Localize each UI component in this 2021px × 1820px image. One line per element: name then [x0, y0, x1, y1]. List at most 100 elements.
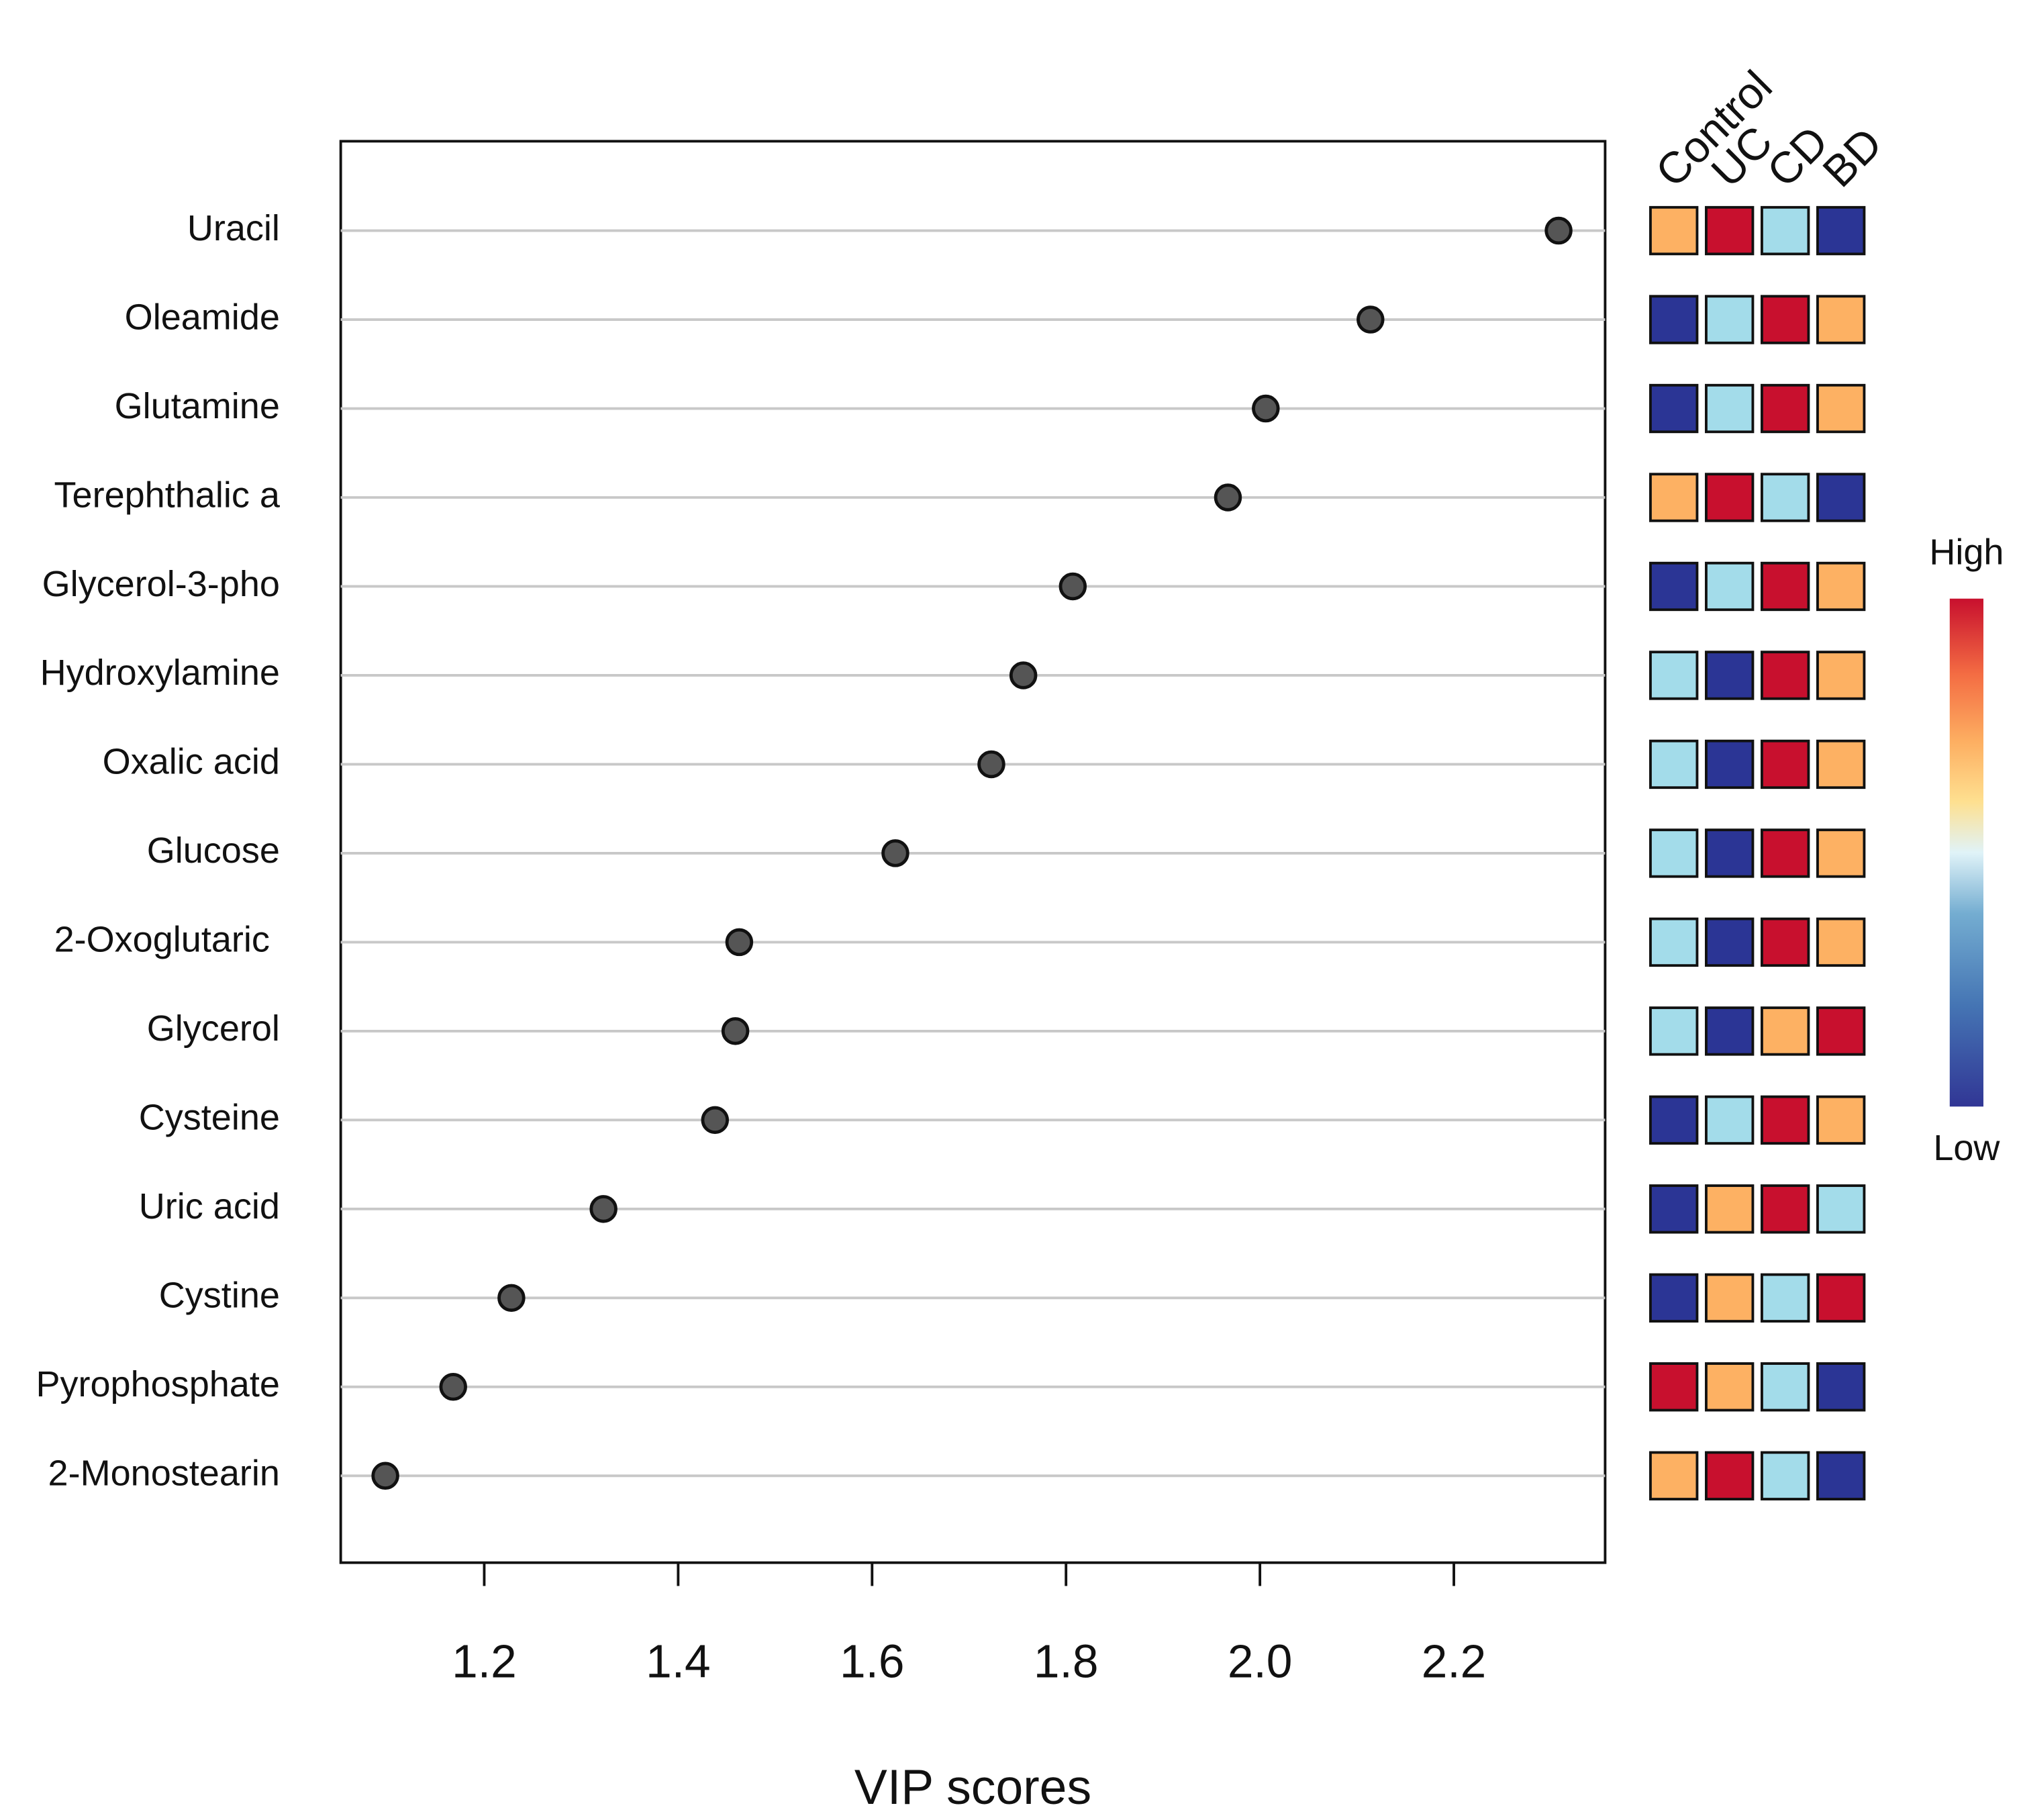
dot — [977, 750, 1005, 779]
heatmap-cell — [1761, 1273, 1810, 1323]
heatmap-cell — [1761, 917, 1810, 967]
y-tick-label: Oleamide — [125, 297, 280, 337]
heatmap-cell — [1705, 1184, 1755, 1234]
heatmap-cell — [1649, 651, 1699, 700]
heatmap-cell — [1761, 828, 1810, 878]
heatmap-cell — [1816, 1273, 1866, 1323]
heatmap-cell — [1816, 1362, 1866, 1412]
y-tick-label: 2-Monostearin — [48, 1453, 280, 1494]
heatmap-cell — [1705, 383, 1755, 434]
x-tick-label: 2.0 — [1228, 1635, 1293, 1688]
heatmap-cell — [1816, 205, 1866, 256]
heatmap-cell — [1816, 561, 1866, 612]
heatmap-cell — [1816, 1451, 1866, 1500]
heatmap-cell — [1705, 205, 1755, 256]
heatmap-cell — [1761, 561, 1810, 612]
x-axis-label: VIP scores — [854, 1760, 1091, 1815]
heatmap-cell — [1816, 473, 1866, 522]
heatmap-cell — [1649, 739, 1699, 789]
column-label: BD — [1814, 118, 1891, 196]
y-tick-label: Glycerol — [147, 1008, 280, 1049]
heatmap-cell — [1816, 917, 1866, 967]
heatmap-cell — [1705, 917, 1755, 967]
dot — [1252, 394, 1280, 423]
x-tick-label: 1.8 — [1034, 1635, 1099, 1688]
heatmap-cell — [1649, 1451, 1699, 1500]
heatmap-cell — [1705, 1451, 1755, 1500]
heatmap-cell — [1761, 1095, 1810, 1145]
y-tick-label: Uracil — [187, 208, 280, 248]
heatmap-cell — [1816, 651, 1866, 700]
heatmap-cell — [1705, 561, 1755, 612]
x-tick-label: 1.4 — [646, 1635, 711, 1688]
dot — [1357, 305, 1385, 334]
heatmap-cell — [1816, 295, 1866, 344]
heatmap-cell — [1705, 828, 1755, 878]
dot — [439, 1373, 467, 1401]
dot — [721, 1017, 750, 1045]
dot — [371, 1462, 399, 1490]
heatmap-cell — [1816, 1006, 1866, 1056]
heatmap-cell — [1649, 1362, 1699, 1412]
heatmap-cell — [1761, 1184, 1810, 1234]
y-tick-label: Terephthalic a — [54, 475, 281, 515]
dot — [725, 928, 754, 957]
heatmap-cell — [1649, 1184, 1699, 1234]
heatmap-cell — [1705, 295, 1755, 344]
x-tick-label: 1.6 — [840, 1635, 905, 1688]
heatmap-cell — [1816, 383, 1866, 434]
heatmap-cell — [1761, 651, 1810, 700]
heatmap-cell — [1816, 1095, 1866, 1145]
heatmap-cell — [1649, 383, 1699, 434]
legend-low: Low — [1933, 1128, 2000, 1168]
y-tick-label: Glycerol-3-pho — [42, 564, 280, 604]
heatmap-cell — [1705, 651, 1755, 700]
column-label: Control — [1646, 61, 1781, 196]
heatmap-cell — [1649, 1273, 1699, 1323]
heatmap-cell — [1705, 1362, 1755, 1412]
heatmap-cell — [1649, 295, 1699, 344]
heatmap-cell — [1705, 1006, 1755, 1056]
heatmap-cell — [1705, 1095, 1755, 1145]
heatmap-cell — [1649, 205, 1699, 256]
legend-high: High — [1929, 532, 2004, 572]
y-tick-label: 2-Oxoglutaric — [54, 920, 280, 960]
color-bar — [1949, 598, 1983, 1107]
heatmap-cell — [1761, 295, 1810, 344]
heatmap-cell — [1761, 1451, 1810, 1500]
heatmap-cell — [1705, 473, 1755, 522]
heatmap-cell — [1761, 473, 1810, 522]
heatmap-cell — [1705, 739, 1755, 789]
heatmap-cell — [1649, 828, 1699, 878]
y-tick-label: Glucose — [147, 830, 280, 871]
y-tick-label: Oxalic acid — [103, 742, 280, 782]
heatmap-cell — [1816, 1184, 1866, 1234]
heatmap-cell — [1649, 1006, 1699, 1056]
heatmap-cell — [1816, 828, 1866, 878]
dot — [497, 1284, 526, 1312]
dot — [701, 1106, 730, 1135]
y-tick-label: Cystine — [159, 1276, 280, 1316]
dot — [1058, 572, 1087, 601]
heatmap-cell — [1649, 561, 1699, 612]
y-tick-label: Hydroxylamine — [40, 653, 280, 693]
dot — [1214, 483, 1242, 512]
y-tick-label: Uric acid — [139, 1186, 280, 1227]
x-tick-label: 1.2 — [452, 1635, 517, 1688]
heatmap-cell — [1761, 205, 1810, 256]
dot — [1544, 216, 1573, 245]
heatmap-cell — [1761, 1006, 1810, 1056]
heatmap-cell — [1649, 473, 1699, 522]
y-tick-label: Pyrophosphate — [36, 1364, 279, 1404]
heatmap-cell — [1649, 1095, 1699, 1145]
dot — [1009, 661, 1038, 689]
x-tick-label: 2.2 — [1422, 1635, 1487, 1688]
dot — [589, 1195, 618, 1223]
heatmap-cell — [1705, 1273, 1755, 1323]
heatmap-cell — [1649, 917, 1699, 967]
heatmap-cell — [1761, 383, 1810, 434]
dot — [881, 839, 909, 867]
heatmap-cell — [1761, 739, 1810, 789]
